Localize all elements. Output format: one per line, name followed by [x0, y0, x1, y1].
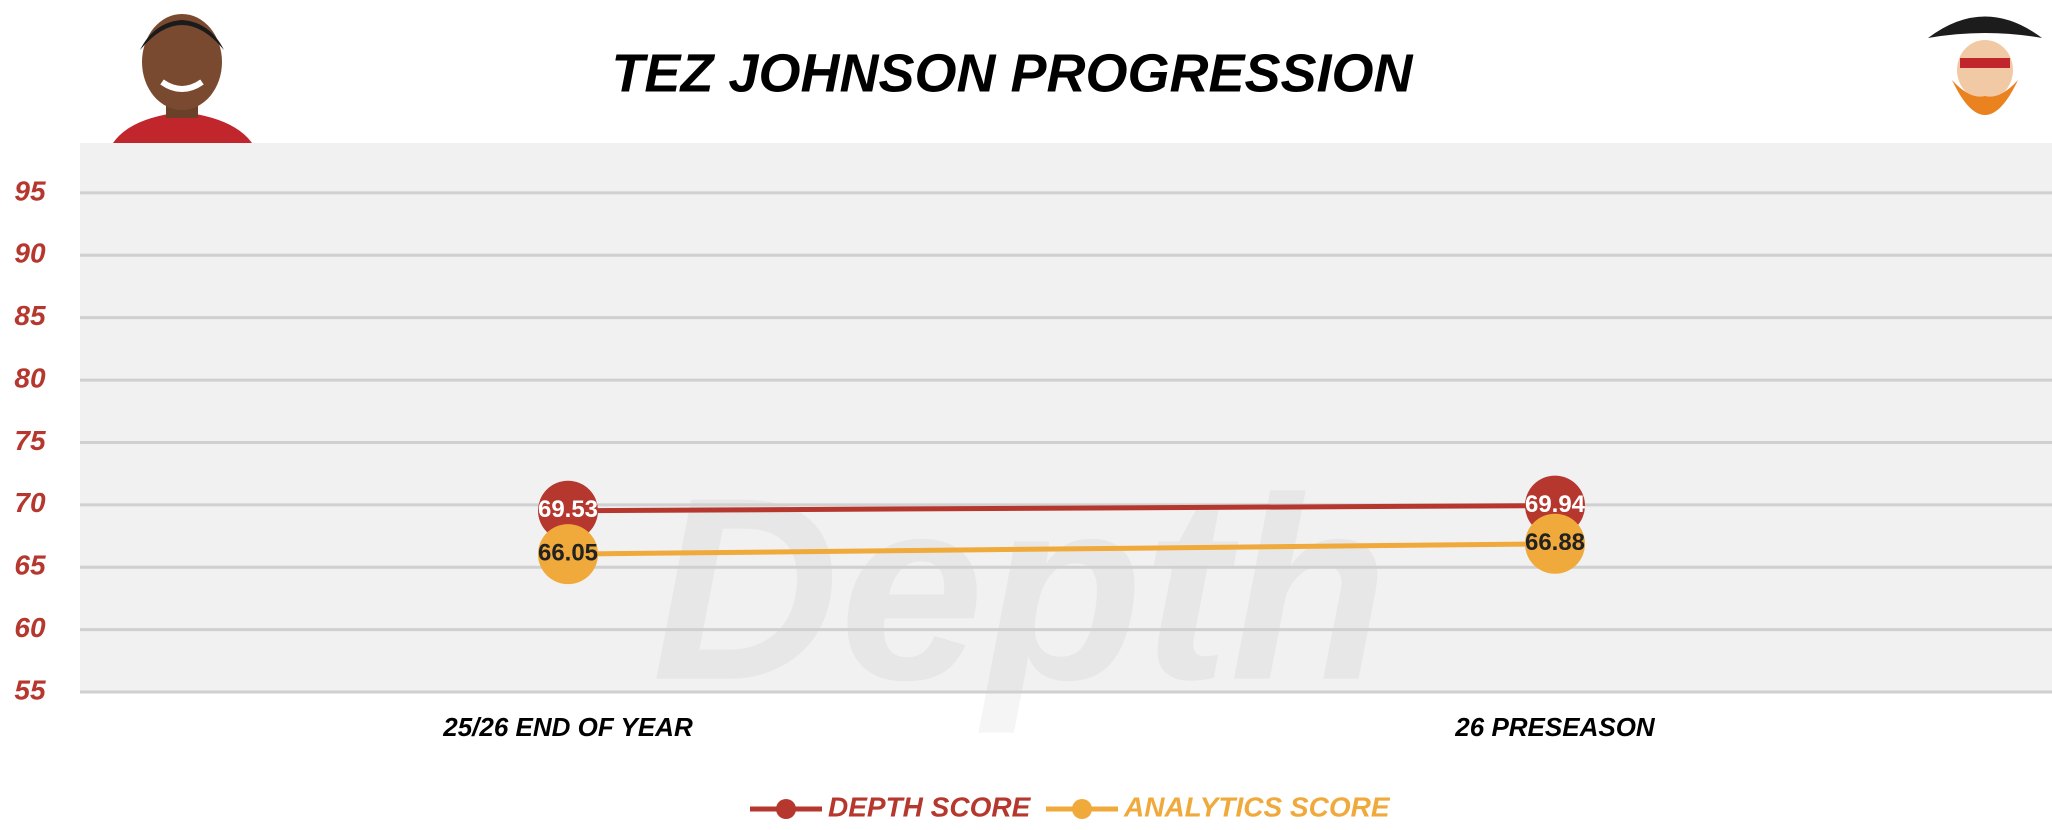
team-logo	[1928, 16, 2042, 115]
value-label: 69.94	[1525, 491, 1586, 518]
legend-label: ANALYTICS SCORE	[1123, 791, 1391, 822]
player-photo	[113, 14, 252, 143]
watermark: Depth	[652, 445, 1389, 736]
point	[538, 480, 598, 541]
y-tick-label: 55	[14, 674, 46, 705]
legend-marker	[1072, 799, 1092, 819]
y-tick-label: 70	[14, 487, 46, 518]
y-tick-label: 95	[14, 175, 46, 206]
value-label: 66.05	[538, 539, 598, 566]
x-tick-label: 26 PRESEASON	[1454, 712, 1656, 742]
y-tick-label: 60	[14, 612, 46, 643]
legend-marker	[776, 799, 796, 819]
y-tick-label: 65	[14, 550, 46, 581]
value-label: 66.88	[1525, 529, 1585, 556]
plot-area	[80, 143, 2052, 692]
legend-label: DEPTH SCORE	[828, 791, 1032, 822]
point	[538, 524, 598, 585]
series-line	[567, 541, 1556, 557]
series-line	[567, 503, 1556, 514]
x-tick-label: 25/26 END OF YEAR	[442, 712, 693, 742]
value-label: 69.53	[538, 496, 598, 523]
y-tick-label: 80	[14, 362, 46, 393]
y-tick-label: 85	[14, 300, 46, 331]
chart-title: TEZ JOHNSON PROGRESSION	[611, 43, 1413, 103]
y-tick-label: 75	[14, 425, 46, 456]
point	[1525, 513, 1585, 574]
y-tick-label: 90	[14, 238, 46, 269]
